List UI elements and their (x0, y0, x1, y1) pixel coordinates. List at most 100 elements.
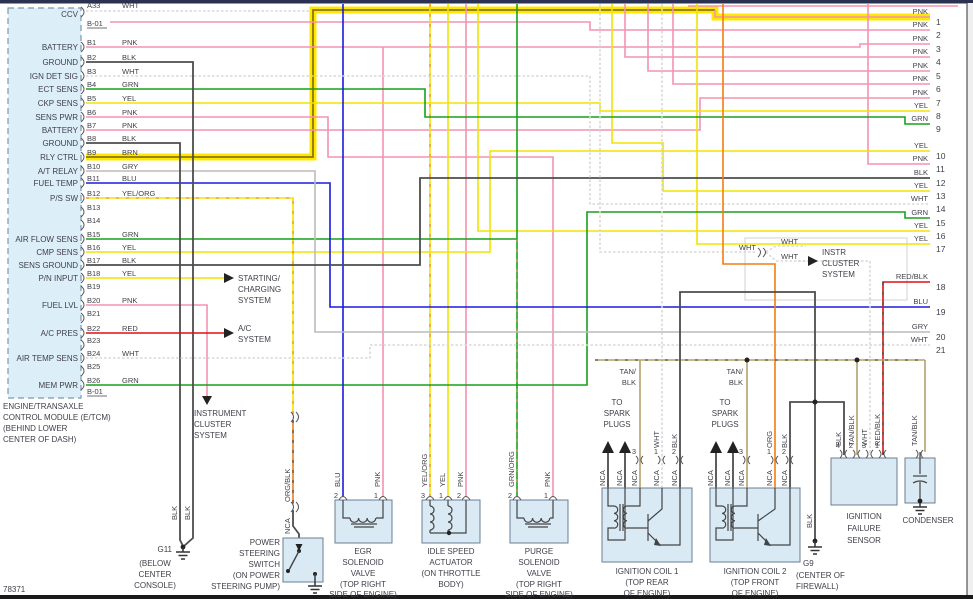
scrollbar-track[interactable] (967, 3, 973, 595)
svg-text:BODY): BODY) (438, 580, 464, 589)
pin-id: B14 (87, 216, 100, 225)
wire-color: YEL (914, 221, 928, 230)
svg-text:3: 3 (632, 447, 636, 456)
svg-text:PNK: PNK (543, 472, 552, 487)
wire-sensor-wht (798, 260, 871, 455)
terminal-number: 11 (936, 164, 945, 174)
svg-text:WHT: WHT (860, 429, 869, 446)
wire-b17-blk (86, 177, 930, 266)
svg-text:BLK: BLK (834, 432, 843, 446)
coil-wire-labels: TAN/ BLK TAN/ BLK TO SPARK PLUGS TO SPAR… (603, 367, 743, 429)
svg-text:SOLENOID: SOLENOID (518, 558, 560, 567)
terminal-number: 21 (936, 345, 946, 355)
wire-color: PNK (913, 74, 928, 83)
svg-text:SOLENOID: SOLENOID (342, 558, 384, 567)
wire-b9-brn (86, 9, 715, 158)
pin-id: B25 (87, 362, 100, 371)
terminal-number: 5 (936, 71, 941, 81)
ecm-pin-label: GROUND (42, 139, 78, 148)
svg-text:4: 4 (836, 441, 840, 450)
window-top-edge (0, 0, 973, 4)
diagram-code: 78371 (3, 585, 26, 594)
svg-text:SIDE OF ENGINE): SIDE OF ENGINE) (329, 590, 397, 599)
instr-arrow-icon (808, 256, 818, 266)
svg-text:2: 2 (849, 441, 853, 450)
switch-ground-symbol (308, 582, 322, 594)
spark1a-arrow-icon (602, 441, 614, 453)
pin-id: B23 (87, 336, 100, 345)
ecm-pin-label: BATTERY (42, 43, 79, 52)
wire-coil2-blk (789, 401, 815, 488)
svg-text:NCA: NCA (615, 470, 624, 486)
svg-text:1: 1 (875, 441, 879, 450)
svg-text:NCA: NCA (706, 470, 715, 486)
wire-coil2-org (722, 4, 776, 488)
svg-text:(ON POWER: (ON POWER (233, 571, 280, 580)
pin-id: B26 (87, 376, 100, 385)
wire-color: YEL (914, 141, 928, 150)
wire-color: YEL (914, 101, 928, 110)
terminal-number: 9 (936, 124, 941, 134)
pin-id: B21 (87, 309, 100, 318)
g9-ground-symbol (808, 538, 822, 555)
terminal-number: 12 (936, 178, 946, 188)
svg-text:IDLE SPEED: IDLE SPEED (427, 547, 474, 556)
system-arrows (202, 256, 818, 453)
ecm-pin-label: BATTERY (42, 126, 79, 135)
g11-ground-symbol (176, 544, 190, 560)
wire-wht-feed (599, 4, 757, 253)
wire-color: RED/BLK (896, 272, 928, 281)
svg-text:NCA: NCA (723, 470, 732, 486)
ignition-coil1-box (601, 487, 693, 563)
wire-sensor-blk (815, 401, 845, 455)
ac-system-label: A/C (238, 324, 252, 333)
wire-color: WHT (122, 349, 139, 358)
svg-text:NCA: NCA (598, 470, 607, 486)
svg-text:2: 2 (672, 447, 676, 456)
terminal-number: 8 (936, 111, 941, 121)
svg-text:PURGE: PURGE (525, 547, 553, 556)
wire-b3-wht (86, 75, 930, 205)
terminal-number: 10 (936, 151, 946, 161)
idle-actuator-symbol (429, 500, 467, 536)
ecm-pin-label: P/N INPUT (38, 274, 78, 283)
ecm-pin-label: AIR TEMP SENS (17, 354, 79, 363)
svg-text:2: 2 (782, 447, 786, 456)
wire-b5-yel (86, 102, 930, 112)
svg-text:TAN/: TAN/ (619, 367, 636, 376)
purge-coil-symbol (516, 500, 554, 528)
svg-text:NCA: NCA (780, 470, 789, 486)
wire-color: PNK (913, 47, 928, 56)
wire-color: PNK (913, 34, 928, 43)
component-pin-numbers: 2 1 3 1 2 2 1 3 1 2 3 1 2 4 2 3 1 (334, 441, 879, 500)
wire-color: GRN (122, 230, 139, 239)
svg-text:NCA: NCA (652, 470, 661, 486)
window-bottom-edge (0, 595, 973, 599)
wire-color: PNK (913, 154, 928, 163)
svg-text:BLK: BLK (622, 378, 636, 387)
terminal-number: 7 (936, 98, 941, 108)
wire-color: BLK (914, 168, 928, 177)
svg-text:3: 3 (421, 491, 425, 500)
svg-text:IGNITION COIL 1: IGNITION COIL 1 (616, 567, 679, 576)
inline-connector-symbols (290, 247, 924, 513)
pin-id: B16 (87, 243, 100, 252)
ecm-pin-label: A/C PRES (41, 329, 78, 338)
ac-arrow-icon (224, 328, 234, 338)
svg-text:CONDENSER: CONDENSER (902, 516, 953, 525)
pin-id: B10 (87, 162, 100, 171)
pin-id: B17 (87, 256, 100, 265)
svg-text:SPARK: SPARK (712, 409, 739, 418)
connector-id-bottom: B-01 (87, 387, 103, 396)
svg-text:SYSTEM: SYSTEM (194, 431, 227, 440)
starting-arrow-icon (224, 273, 234, 283)
wire-color: GRY (122, 162, 138, 171)
terminal-number: 13 (936, 191, 946, 201)
wire-color: BLK (122, 256, 136, 265)
wire-color: GRN (122, 80, 139, 89)
ecm-pin-label: IGN DET SIG (30, 72, 78, 81)
wire-color: WHT (911, 335, 928, 344)
wire-color: WHT (122, 1, 139, 10)
pin-id: B4 (87, 80, 96, 89)
ecm-caption-line: (BEHIND LOWER (3, 424, 68, 433)
